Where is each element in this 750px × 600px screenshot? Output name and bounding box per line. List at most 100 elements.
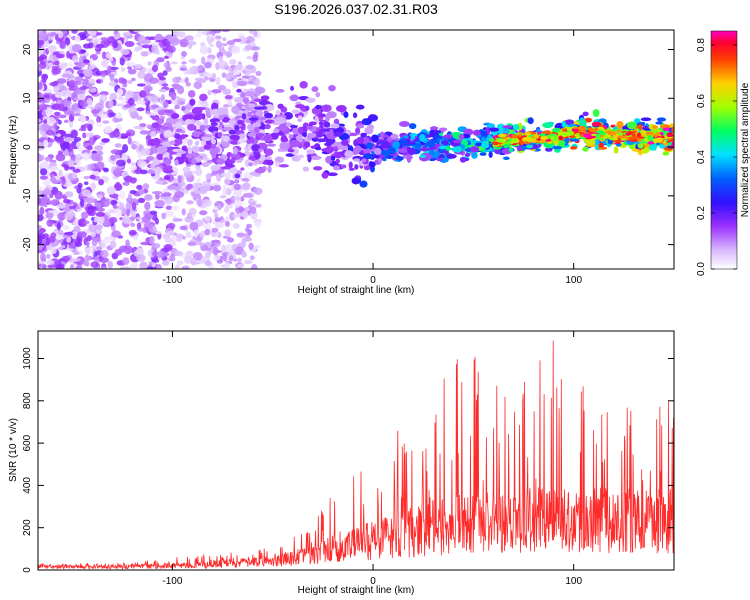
spectrogram-cell: [174, 191, 185, 199]
spectrogram-cell: [163, 175, 171, 181]
spectrogram-cell: [110, 199, 118, 206]
spectrogram-cell: [222, 254, 228, 262]
spectrogram-cell: [584, 117, 593, 123]
spectrogram-cell: [188, 207, 197, 215]
spectrogram-cell: [204, 117, 209, 126]
spectrogram-cell: [248, 103, 256, 108]
spectrogram-cell: [316, 130, 324, 138]
spectrogram-cell: [225, 51, 232, 59]
spectrogram-cell: [171, 233, 177, 242]
spectrogram-cell: [122, 257, 130, 265]
spectrogram-cell: [211, 89, 222, 94]
spectrogram-cell: [519, 140, 525, 146]
spectrogram-xtick-label: 0: [370, 275, 376, 286]
spectrogram-cell: [359, 180, 368, 188]
spectrogram-cell: [201, 136, 212, 142]
spectrogram-cell: [266, 159, 274, 166]
spectrogram-cell: [321, 171, 329, 179]
spectrogram-cell: [63, 137, 74, 143]
spectrogram-cell: [121, 135, 129, 139]
spectrogram-ytick-label: 10: [22, 92, 33, 104]
spectrogram-cell: [158, 88, 167, 93]
spectrogram-cell: [129, 165, 138, 171]
spectrogram-cell: [221, 30, 231, 33]
spectrogram-cell: [80, 49, 87, 53]
spectrogram-frame: [37, 29, 675, 270]
spectrogram-cell: [68, 166, 76, 170]
spectrogram-cell: [258, 111, 263, 118]
spectrogram-cell: [299, 81, 308, 89]
spectrogram-cell: [136, 83, 146, 87]
spectrogram-cell: [544, 147, 553, 152]
spectrogram-cell: [254, 221, 261, 228]
spectrogram-cell: [537, 131, 542, 135]
spectrogram-cell: [558, 140, 566, 146]
spectrogram-cell: [233, 196, 242, 200]
spectrogram-cell: [453, 139, 462, 144]
spectrogram-cell: [66, 236, 72, 243]
spectrogram-cell: [335, 158, 340, 164]
spectrogram-cell: [264, 148, 274, 156]
spectrogram-cell: [68, 244, 77, 249]
spectrogram-cell: [127, 80, 133, 84]
spectrogram-cell: [569, 138, 580, 142]
spectrogram-cell: [74, 107, 81, 115]
spectrogram-cell: [78, 73, 85, 78]
spectrogram-cell: [194, 141, 200, 146]
spectrogram-cell: [395, 156, 404, 161]
spectrogram-cell: [125, 208, 131, 217]
spectrogram-cell: [81, 80, 88, 88]
spectrogram-cell: [246, 55, 252, 60]
spectrogram-cell: [512, 124, 520, 131]
spectrogram-cell: [363, 153, 375, 160]
spectrogram-cell: [150, 112, 158, 116]
spectrogram-cell: [123, 104, 133, 108]
spectrogram-cell: [248, 117, 259, 121]
spectrogram-cell: [229, 65, 236, 69]
spectrogram-cell: [647, 135, 654, 141]
spectrogram-cell: [137, 160, 147, 168]
spectrogram-cell: [320, 113, 326, 118]
spectrogram-cell: [51, 68, 62, 75]
spectrogram-cell: [577, 125, 587, 131]
spectrogram-ytick-label: -10: [22, 188, 33, 203]
spectrogram-cell: [155, 192, 160, 200]
spectrogram-cell: [191, 158, 197, 165]
spectrogram-cell: [254, 167, 266, 174]
spectrogram-cell: [652, 125, 659, 130]
spectrogram-cell: [324, 142, 333, 147]
spectrogram-cell: [122, 215, 131, 224]
spectrogram-cell: [156, 263, 162, 269]
spectrogram-cell: [95, 224, 103, 230]
spectrogram-cell: [167, 257, 176, 262]
spectrogram-cell: [165, 66, 172, 72]
spectrogram-cell: [362, 119, 371, 126]
spectrogram-cell: [147, 169, 155, 175]
spectrogram-cell: [443, 134, 454, 139]
spectrogram-cell: [649, 143, 657, 151]
spectrogram-cell: [94, 145, 104, 151]
spectrogram-cell: [428, 149, 435, 156]
spectrogram-cell: [131, 202, 137, 211]
spectrogram-cell: [64, 37, 71, 46]
spectrogram-cell: [248, 76, 254, 82]
spectrogram-cell: [229, 134, 240, 141]
spectrogram-cell: [419, 154, 427, 159]
spectrogram-cell: [408, 123, 417, 130]
spectrogram-cell: [162, 165, 168, 172]
spectrogram-cell: [126, 91, 135, 96]
spectrogram-cell: [56, 203, 67, 209]
spectrogram-cell: [147, 223, 153, 230]
spectrogram-cell: [385, 154, 394, 159]
spectrogram-cell: [122, 181, 130, 186]
spectrogram-cell: [598, 142, 604, 148]
spectrogram-cell: [315, 146, 322, 151]
spectrogram-cell: [87, 163, 95, 170]
spectrogram-cell: [52, 51, 60, 56]
spectrogram-cell: [199, 185, 211, 192]
spectrogram-cell: [182, 166, 191, 173]
spectrogram-cell: [218, 114, 224, 120]
spectrogram-cell: [488, 151, 493, 158]
